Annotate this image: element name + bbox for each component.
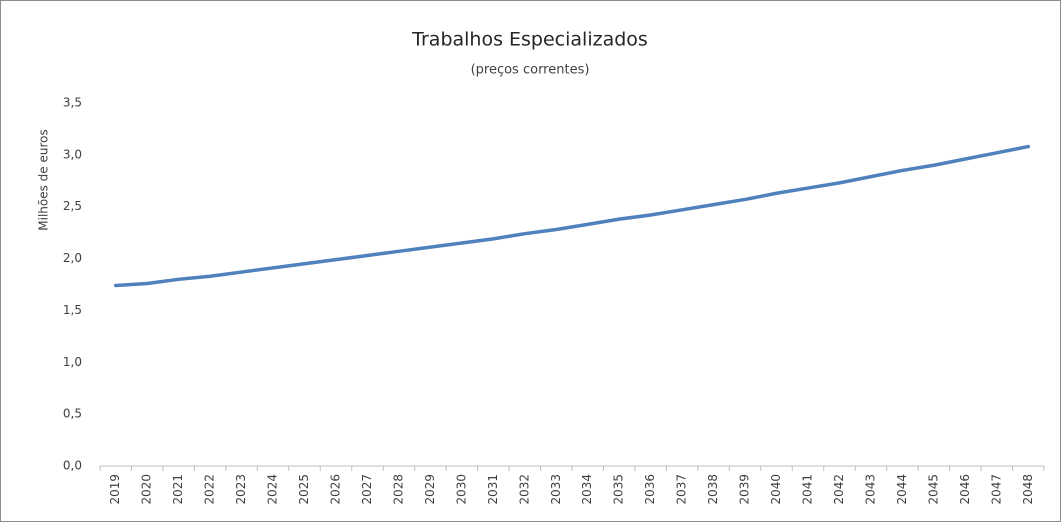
x-tick-label: 2023 <box>234 474 248 505</box>
x-tick-label: 2021 <box>171 474 185 505</box>
x-tick-label: 2032 <box>517 474 531 505</box>
x-tick-label: 2027 <box>360 474 374 505</box>
y-tick-label: 0,5 <box>63 407 82 421</box>
y-tick-label: 3,0 <box>63 147 82 161</box>
y-tick-label: 0,0 <box>63 459 82 473</box>
y-tick-label: 2,0 <box>63 251 82 265</box>
y-tick-label: 1,0 <box>63 355 82 369</box>
x-tick-label: 2025 <box>297 474 311 505</box>
x-tick-label: 2043 <box>863 474 877 505</box>
y-tick-label: 1,5 <box>63 303 82 317</box>
x-tick-label: 2019 <box>108 474 122 505</box>
x-tick-label: 2026 <box>329 474 343 505</box>
x-tick-label: 2035 <box>612 474 626 505</box>
x-tick-label: 2024 <box>266 474 280 505</box>
x-tick-label: 2039 <box>738 474 752 505</box>
y-axis-label: Milhões de euros <box>37 129 51 230</box>
x-tick-label: 2028 <box>391 474 405 505</box>
x-tick-label: 2034 <box>580 474 594 505</box>
x-tick-label: 2048 <box>1021 474 1035 505</box>
x-tick-label: 2037 <box>675 474 689 505</box>
x-tick-label: 2046 <box>958 474 972 505</box>
x-tick-label: 2038 <box>706 474 720 505</box>
x-tick-label: 2042 <box>832 474 846 505</box>
chart-title: Trabalhos Especializados <box>411 29 648 51</box>
x-tick-label: 2029 <box>423 474 437 505</box>
x-tick-label: 2031 <box>486 474 500 505</box>
x-tick-label: 2044 <box>895 474 909 505</box>
x-tick-label: 2022 <box>203 474 217 505</box>
x-tick-label: 2030 <box>454 474 468 505</box>
x-tick-label: 2040 <box>769 474 783 505</box>
x-tick-label: 2041 <box>801 474 815 505</box>
data-line <box>113 144 1031 288</box>
chart-subtitle: (preços correntes) <box>471 63 590 78</box>
x-tick-label: 2036 <box>643 474 657 505</box>
x-tick-label: 2020 <box>140 474 154 505</box>
x-tick-label: 2045 <box>926 474 940 505</box>
y-tick-label: 2,5 <box>63 199 82 213</box>
x-tick-label: 2047 <box>989 474 1003 505</box>
y-tick-label: 3,5 <box>63 96 82 110</box>
x-tick-label: 2033 <box>549 474 563 505</box>
